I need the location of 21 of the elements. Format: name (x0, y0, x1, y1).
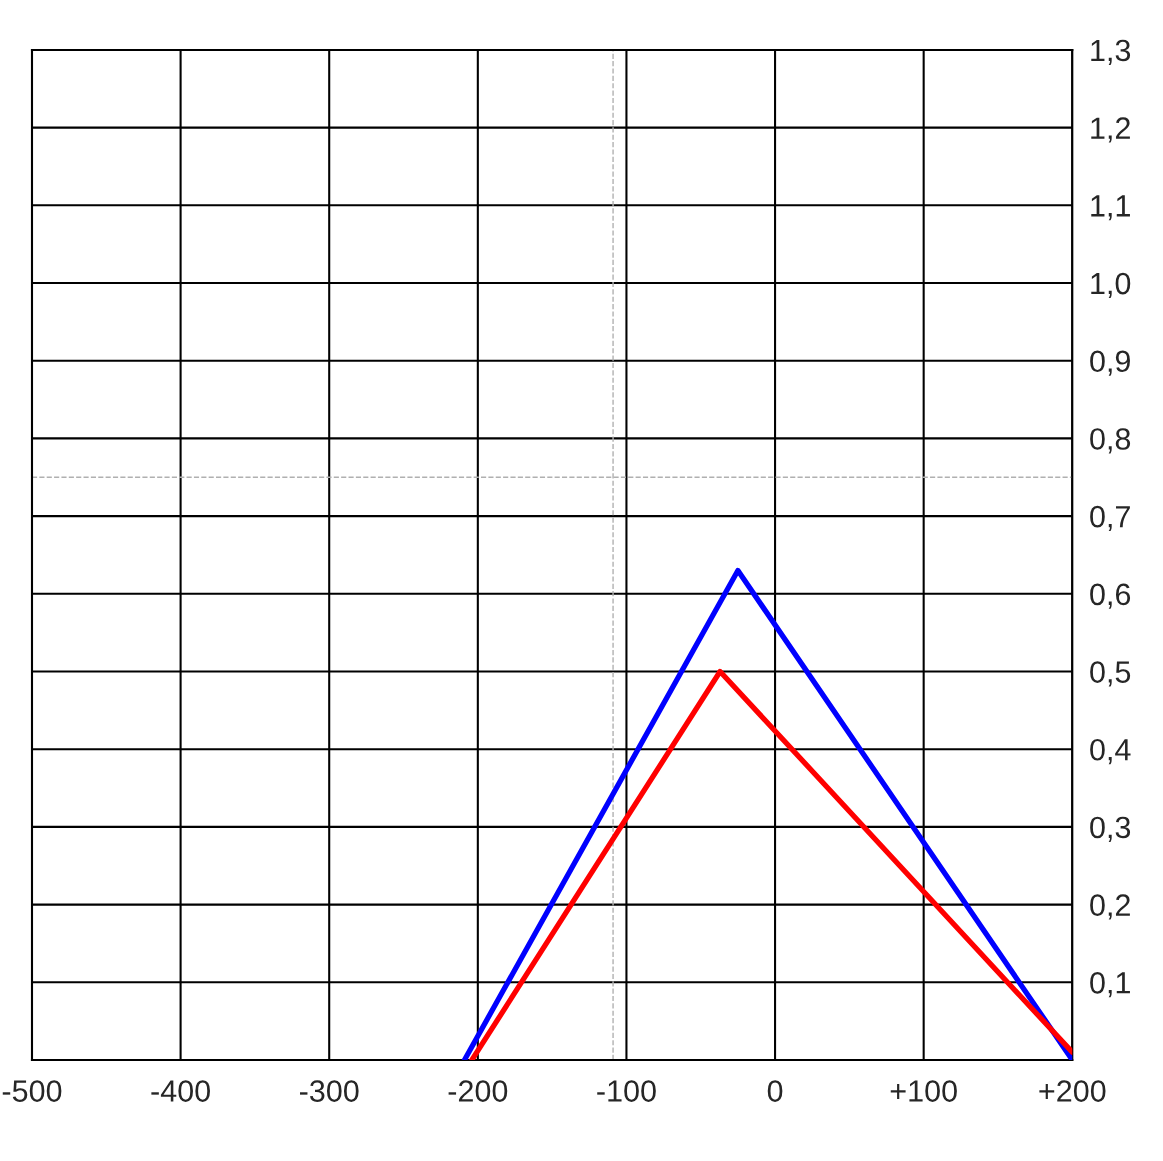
x-tick-label: -400 (151, 1080, 210, 1102)
y-tick-label: 0,5 (1090, 661, 1131, 687)
y-tick-label: 0,8 (1090, 428, 1131, 454)
y-tick-label: 1,2 (1091, 117, 1130, 143)
y-tick-label: 0,6 (1090, 583, 1131, 609)
y-tick-label: 0,9 (1090, 350, 1130, 376)
x-tick-label: -300 (299, 1080, 359, 1102)
x-tick-label: +100 (890, 1080, 957, 1102)
y-tick-label: 1,0 (1091, 272, 1131, 298)
x-tick-label: -100 (597, 1080, 656, 1102)
y-tick-label: 0,2 (1090, 894, 1130, 920)
y-tick-label: 0,7 (1090, 505, 1130, 532)
x-tick-label: -500 (2, 1080, 62, 1102)
x-tick-label: 0 (767, 1080, 783, 1102)
y-tick-label: 0,3 (1090, 816, 1131, 842)
x-tick-label: +200 (1039, 1080, 1106, 1102)
x-tick-label: -200 (448, 1080, 508, 1102)
y-tick-label: 1,3 (1091, 39, 1131, 65)
y-tick-label: 1,1 (1091, 195, 1130, 221)
y-tick-label: 0,4 (1090, 738, 1131, 765)
y-tick-label: 0,1 (1090, 972, 1130, 998)
